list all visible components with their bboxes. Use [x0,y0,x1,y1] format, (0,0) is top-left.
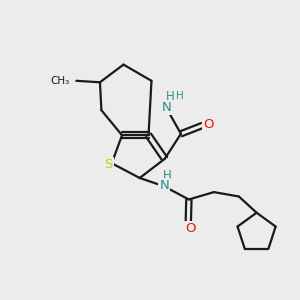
Text: H: H [176,91,184,101]
Text: CH₃: CH₃ [51,76,70,86]
Text: O: O [185,222,196,235]
Text: H: H [166,90,174,103]
Text: S: S [105,158,113,171]
Text: H: H [162,169,171,182]
Text: N: N [161,101,171,114]
Text: N: N [160,179,169,192]
Text: O: O [203,118,214,131]
